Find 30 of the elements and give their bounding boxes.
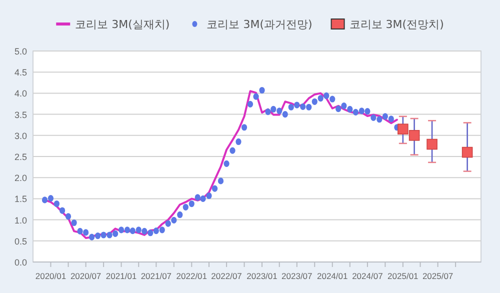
y-tick-label: 5.0: [14, 46, 27, 56]
y-tick-label: 3.5: [14, 110, 27, 120]
point: [408, 130, 420, 141]
x-tick-label: 2025/01: [388, 271, 419, 281]
y-tick-label: 1.0: [14, 215, 27, 226]
x-tick-label: 2021/01: [106, 271, 137, 281]
x-tick-label: 2024/07: [352, 271, 384, 281]
x-tick-label: 2023/01: [246, 271, 278, 281]
point: [462, 146, 473, 158]
x-tick-label: 2025/07: [422, 271, 454, 281]
x-tick-label: 2023/07: [282, 271, 313, 281]
y-tick-label: 2.5: [14, 152, 27, 162]
x-tick-label: 2022/07: [211, 271, 242, 281]
x-tick-label: 2020/01: [35, 271, 66, 281]
y-tick-label: 3.0: [14, 130, 27, 141]
y-tick-label: 4.5: [14, 68, 27, 78]
legend-label: 코리보 3M(전망치): [349, 18, 444, 31]
y-tick-label: 2.0: [14, 173, 27, 184]
x-tick-label: 2020/07: [70, 271, 102, 281]
y-tick-label: 4.0: [14, 88, 27, 99]
legend-label: 코리보 3M(과거전망): [206, 18, 312, 31]
legend-label: 코리보 3M(실재치): [75, 18, 170, 31]
point: [426, 138, 438, 150]
x-tick-label: 2021/07: [140, 271, 172, 281]
point: [398, 124, 408, 134]
y-tick-label: 0.5: [14, 236, 27, 246]
x-tick-label: 2024/01: [317, 271, 348, 281]
x-tick-label: 2022/01: [176, 271, 208, 281]
y-tick-label: 0.0: [14, 258, 27, 268]
y-tick-label: 1.5: [14, 194, 27, 204]
